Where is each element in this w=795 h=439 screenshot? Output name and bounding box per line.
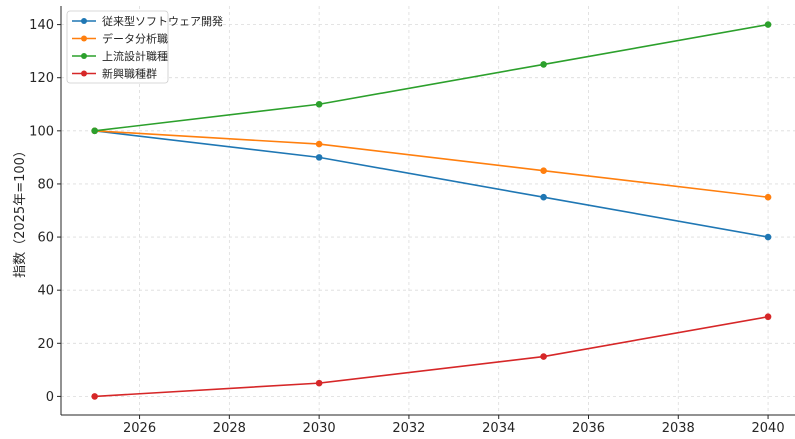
legend-marker [81, 53, 87, 59]
data-point [764, 21, 772, 28]
data-point [540, 193, 547, 201]
legend-marker [81, 70, 87, 77]
legend-label: 従来型ソフトウェア開発 [102, 14, 223, 28]
y-tick-label: 60 [37, 231, 54, 246]
legend-item: 従来型ソフトウェア開発 [72, 14, 223, 28]
series-4 [91, 313, 772, 400]
legend-frame [66, 10, 169, 84]
data-point [764, 193, 772, 201]
series-line [94, 315, 769, 398]
axes [60, 6, 795, 416]
data-point [91, 127, 98, 135]
y-tick-label: 40 [37, 284, 54, 299]
series-layer [91, 21, 772, 400]
grid [61, 6, 795, 415]
y-tick-label: 100 [29, 124, 54, 139]
x-tick-label: 2038 [662, 421, 695, 436]
legend-marker [81, 35, 87, 42]
x-tick-label: 2026 [123, 421, 156, 436]
x-tick-label: 2036 [572, 421, 605, 436]
y-tick-label: 80 [37, 177, 54, 192]
data-point [91, 393, 98, 400]
series-line [94, 130, 769, 199]
legend-label: データ分析職 [102, 32, 168, 46]
x-tick-label: 2028 [213, 421, 246, 436]
y-tick-label: 140 [29, 18, 54, 33]
data-point [315, 100, 323, 108]
x-tick-label: 2034 [482, 421, 515, 436]
y-tick-label: 0 [46, 390, 54, 405]
data-point [764, 313, 772, 321]
data-point [764, 233, 772, 241]
series-2 [91, 127, 772, 201]
data-point [540, 167, 547, 174]
y-ticks: 0 20 40 60 80 100 120 140 [29, 18, 61, 405]
legend-label: 新興職種群 [102, 67, 157, 81]
legend-item: データ分析職 [72, 32, 168, 46]
legend-label: 上流設計職種 [102, 49, 168, 63]
y-tick-label: 20 [37, 337, 54, 352]
series-line [94, 130, 769, 238]
data-point [315, 154, 323, 161]
x-tick-label: 2030 [303, 421, 336, 436]
data-point [540, 61, 547, 68]
data-point [315, 140, 323, 148]
y-tick-label: 120 [29, 71, 54, 86]
series-3 [91, 21, 772, 135]
legend-item: 上流設計職種 [72, 49, 168, 63]
series-line [94, 23, 769, 132]
x-ticks: 2026 2028 2030 2032 2034 2036 2038 2040 [123, 415, 785, 436]
x-tick-label: 2032 [392, 421, 425, 436]
x-tick-label: 2040 [752, 421, 785, 436]
legend-marker [81, 18, 87, 24]
y-axis-title: 指数（2025年=100） [13, 144, 28, 278]
legend-item: 新興職種群 [72, 67, 157, 81]
data-point [540, 353, 547, 360]
data-point [315, 379, 323, 387]
